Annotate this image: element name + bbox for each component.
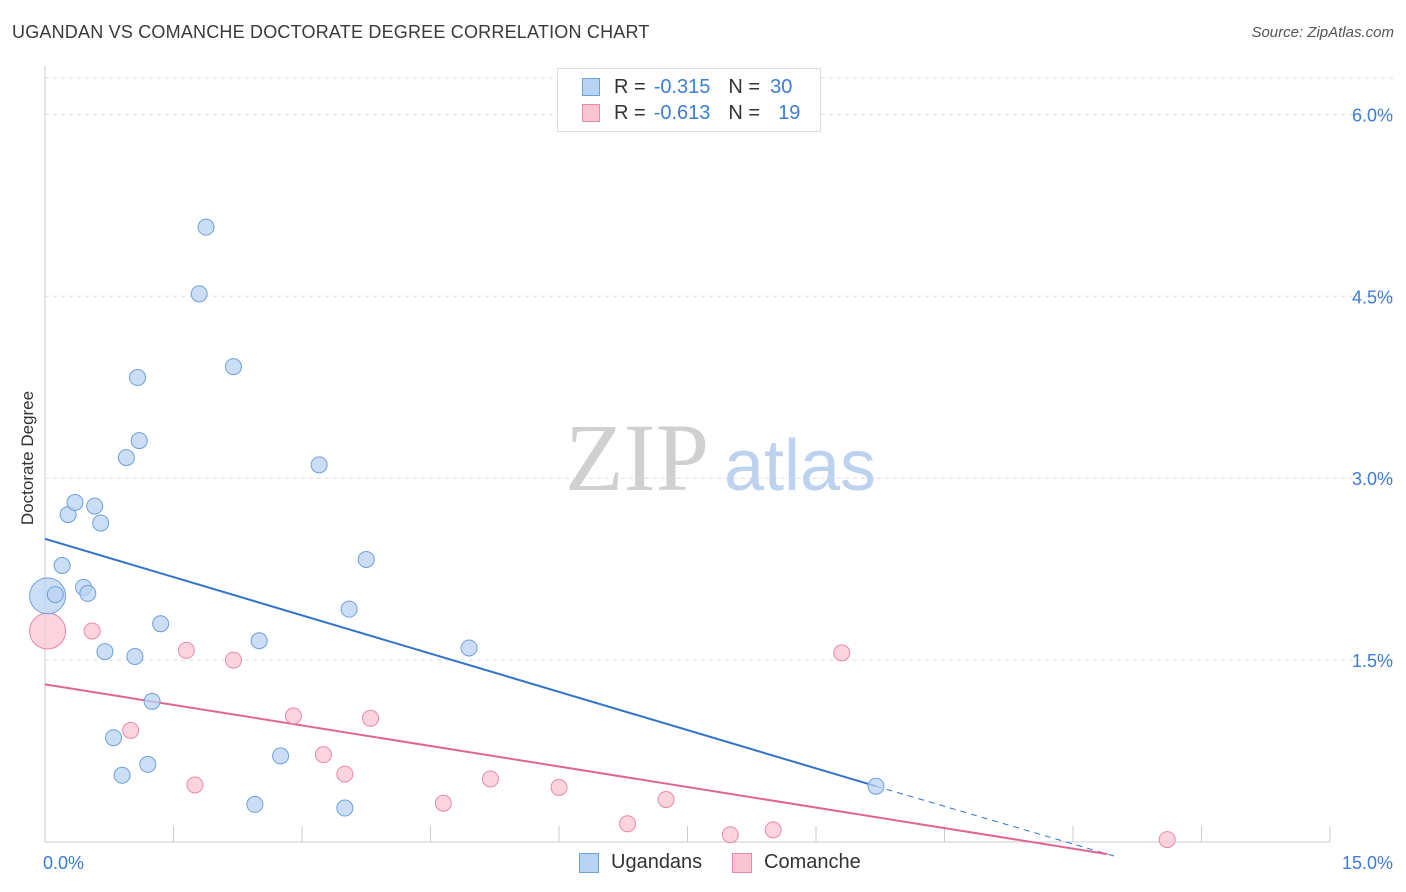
point-comanche [764,821,782,839]
point-ugandans [340,600,358,618]
y-tick-label: 4.5% [1352,287,1393,307]
comanche-swatch [582,104,600,122]
point-ugandans [460,639,478,657]
point-ugandans [92,514,110,532]
point-comanche [619,815,637,833]
point-comanche [434,794,452,812]
point-ugandans [46,586,64,604]
point-ugandans [139,755,157,773]
point-ugandans [129,369,147,387]
point-comanche [284,707,302,725]
watermark: ZIP atlas [565,404,876,511]
y-tick-label: 1.5% [1352,651,1393,671]
n-label: N = [728,101,761,124]
stats-row-ugandans: R = -0.315 N = 30 [582,75,792,99]
gridlines [45,77,1394,661]
point-ugandans [246,795,264,813]
point-ugandans [224,358,242,376]
n-label: N = [728,75,761,98]
legend-item-comanche[interactable]: Comanche [732,851,861,874]
n-value: 19 [778,101,801,124]
point-ugandans [86,497,104,515]
r-value: -0.315 [653,75,711,98]
trend-line-ugandans [44,537,877,788]
x-tick-label: 15.0% [1342,853,1393,873]
ugandans-swatch [579,852,599,873]
point-ugandans [143,692,161,710]
point-ugandans [310,456,328,474]
point-comanche [314,746,332,764]
point-ugandans [66,493,84,511]
point-comanche [550,778,568,796]
point-comanche [29,612,67,650]
stats-legend: R = -0.315 N = 30 R = -0.613 N = 19 [557,68,821,132]
point-ugandans [867,777,885,795]
point-comanche [657,791,675,809]
x-tick-label: 0.0% [43,853,84,873]
data-points [29,218,1176,849]
point-comanche [186,776,204,794]
point-ugandans [53,557,71,575]
n-value: 30 [770,75,793,98]
point-comanche [122,721,140,739]
r-value: -0.613 [653,101,711,124]
point-ugandans [113,766,131,784]
point-comanche [83,622,101,640]
ugandans-swatch [582,78,600,96]
point-comanche [721,826,739,844]
legend-label-comanche: Comanche [764,851,861,873]
legend-item-ugandans[interactable]: Ugandans [579,851,702,874]
point-ugandans [130,432,148,450]
point-ugandans [79,584,97,602]
point-ugandans [190,285,208,303]
trend-line-comanche [44,683,1108,856]
trend-lines [44,537,1116,858]
point-comanche [481,770,499,788]
point-ugandans [336,799,354,817]
stats-row-comanche: R = -0.613 N = 19 [582,101,800,125]
point-comanche [1158,831,1176,849]
source-label: Source: ZipAtlas.com [1251,24,1394,41]
point-comanche [362,709,380,727]
point-ugandans [272,747,290,765]
trend-line-ugandans-extension [875,785,1116,858]
y-axis-label: Doctorate Degree [18,390,37,526]
legend-label-ugandans: Ugandans [611,851,703,873]
point-comanche [224,651,242,669]
point-comanche [177,641,195,659]
y-tick-label: 3.0% [1352,469,1393,489]
point-comanche [833,644,851,662]
point-ugandans [126,647,144,665]
point-ugandans [357,550,375,568]
chart-title: UGANDAN VS COMANCHE DOCTORATE DEGREE COR… [12,22,650,42]
tick-labels: 1.5% 3.0% 4.5% 6.0% 0.0% 15.0% [43,105,1393,873]
point-ugandans [197,218,215,236]
watermark-atlas: atlas [724,426,876,506]
axes [44,66,1331,843]
point-ugandans [117,449,135,467]
point-ugandans [96,643,114,661]
point-comanche [336,765,354,783]
comanche-swatch [732,852,752,873]
series-legend: Ugandans Comanche [0,851,1406,877]
point-ugandans [250,632,268,650]
r-label: R = [614,75,646,98]
y-tick-label: 6.0% [1352,105,1393,125]
point-ugandans [105,729,123,747]
point-ugandans [152,615,170,633]
r-label: R = [614,101,646,124]
watermark-zip: ZIP [565,404,709,511]
